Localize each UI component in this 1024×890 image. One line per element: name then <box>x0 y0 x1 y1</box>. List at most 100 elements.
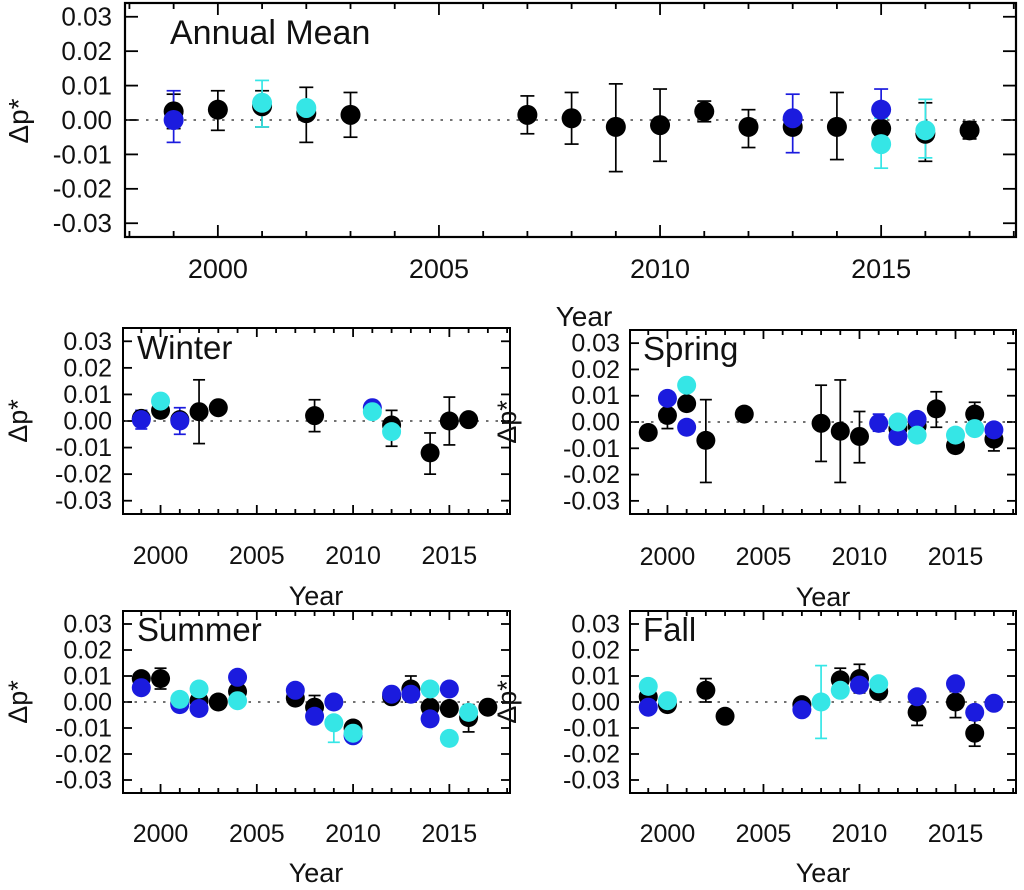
y-tick-label: 0.02 <box>61 36 112 66</box>
data-point-black <box>696 430 716 450</box>
data-point-blue <box>907 687 927 707</box>
data-point-blue <box>869 413 889 433</box>
data-point-cyan <box>811 692 831 712</box>
data-point-black <box>207 99 228 120</box>
data-point-black <box>561 108 582 129</box>
data-point-blue <box>163 110 184 130</box>
data-point-cyan <box>946 425 966 445</box>
x-axis-label: Year <box>289 581 344 611</box>
y-axis-label: Δp* <box>3 98 34 143</box>
y-axis-label: Δp* <box>492 400 522 444</box>
y-tick-label: 0.01 <box>571 382 620 410</box>
data-point-blue <box>677 417 697 437</box>
y-tick-label: 0.02 <box>63 637 112 665</box>
x-tick-label: 2010 <box>325 542 381 570</box>
data-point-cyan <box>830 680 850 700</box>
data-point-black <box>849 426 869 446</box>
data-point-black <box>826 116 847 137</box>
data-point-cyan <box>459 702 479 722</box>
data-point-blue <box>888 426 908 446</box>
panel-title: Spring <box>643 330 738 367</box>
data-point-cyan <box>871 134 892 155</box>
data-point-black <box>340 104 361 125</box>
panel-summer: 0.030.020.010.00-0.01-0.02-0.03 2000 2005 2… <box>3 610 511 888</box>
x-tick-label: 2015 <box>851 254 911 284</box>
data-point-blue <box>946 674 966 694</box>
data-point-black <box>439 699 459 718</box>
x-tick-label: 2015 <box>422 820 478 848</box>
x-tick-label: 2000 <box>640 543 696 571</box>
panel-fall: 0.030.020.010.00-0.01-0.02-0.03 2000 2005 2… <box>492 610 1017 888</box>
data-point-cyan <box>343 723 363 743</box>
x-tick-label: 2015 <box>928 543 984 571</box>
x-tick-label: 2000 <box>640 820 696 848</box>
data-point-black <box>696 680 716 700</box>
x-tick-label: 2005 <box>736 543 792 571</box>
data-point-black <box>459 410 479 430</box>
data-point-black <box>657 405 677 425</box>
data-point-blue <box>189 699 209 718</box>
data-point-blue <box>871 99 892 120</box>
data-point-blue <box>285 680 305 700</box>
y-tick-label: -0.01 <box>55 434 112 462</box>
panel-winter: 0.030.020.010.00-0.01-0.02-0.03 2000 2005 2… <box>3 327 511 611</box>
y-tick-label: -0.02 <box>55 461 112 489</box>
data-point-blue <box>305 706 325 726</box>
data-point-blue <box>792 700 812 720</box>
data-point-black <box>811 413 831 433</box>
y-tick-label: -0.03 <box>563 767 620 795</box>
y-tick-label: 0.01 <box>571 663 620 691</box>
y-tick-label: 0.03 <box>571 330 620 358</box>
data-point-black <box>830 421 850 441</box>
panel-title: Annual Mean <box>170 14 370 52</box>
y-tick-label: 0.01 <box>63 663 112 691</box>
y-tick-label: 0.03 <box>63 328 112 356</box>
x-tick-label: 2000 <box>188 254 248 284</box>
x-tick-label: 2000 <box>133 820 189 848</box>
data-point-blue <box>131 410 151 430</box>
data-point-blue <box>401 684 421 704</box>
data-point-black <box>638 423 658 443</box>
data-point-black <box>871 118 892 139</box>
x-tick-label: 2010 <box>832 543 888 571</box>
data-point-cyan <box>382 422 402 442</box>
data-point-blue <box>228 667 248 687</box>
y-tick-label: 0.01 <box>61 70 112 100</box>
data-point-black <box>478 697 498 717</box>
x-tick-label: 2000 <box>133 542 189 570</box>
data-point-black <box>926 399 946 419</box>
data-point-black <box>738 116 759 137</box>
data-point-cyan <box>228 691 248 711</box>
y-tick-label: 0.02 <box>63 354 112 382</box>
data-point-cyan <box>638 676 658 696</box>
data-point-blue <box>382 684 402 704</box>
y-tick-label: 0.03 <box>61 2 112 32</box>
x-axis-label: Year <box>556 301 613 332</box>
x-tick-label: 2010 <box>630 254 690 284</box>
data-point-cyan <box>189 679 209 699</box>
x-tick-label: 2005 <box>736 820 792 848</box>
data-point-cyan <box>296 97 317 118</box>
data-point-blue <box>965 702 985 722</box>
panel-annual: 0.03 0.02 0.01 0.00 -0.01 -0.02 -0.03 2000 2005 2… <box>3 2 1018 332</box>
data-point-black <box>694 101 715 122</box>
y-tick-label: 0.02 <box>571 356 620 384</box>
data-point-black <box>151 669 171 689</box>
y-tick-label: -0.02 <box>563 461 620 489</box>
data-point-cyan <box>915 120 936 141</box>
data-point-blue <box>131 678 151 698</box>
x-axis-label: Year <box>796 582 851 612</box>
y-tick-label: 0.03 <box>63 611 112 639</box>
data-point-black <box>946 692 966 712</box>
data-point-blue <box>782 108 803 129</box>
y-axis-label: Δp* <box>3 680 33 724</box>
data-point-black <box>208 692 228 712</box>
y-tick-label: -0.01 <box>563 435 620 463</box>
data-point-cyan <box>252 92 273 113</box>
data-point-blue <box>324 692 344 712</box>
y-tick-label: -0.02 <box>55 741 112 769</box>
data-point-black <box>650 115 671 136</box>
data-point-black <box>907 702 927 722</box>
